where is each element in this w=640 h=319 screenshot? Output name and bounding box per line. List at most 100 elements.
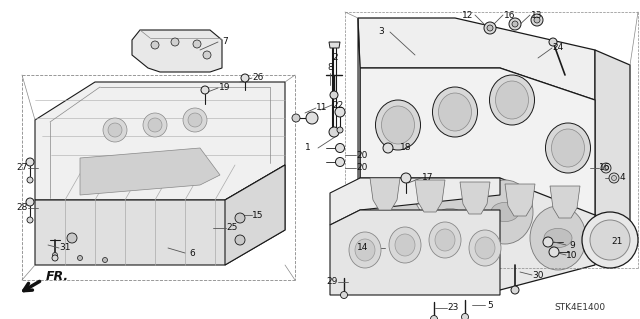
- Circle shape: [77, 256, 83, 261]
- Circle shape: [26, 198, 34, 206]
- Ellipse shape: [422, 186, 478, 250]
- Text: 31: 31: [60, 243, 71, 253]
- Text: 16: 16: [599, 164, 611, 173]
- Circle shape: [26, 158, 34, 166]
- Polygon shape: [370, 178, 400, 210]
- Text: 12: 12: [462, 11, 474, 19]
- Polygon shape: [360, 68, 595, 248]
- Circle shape: [193, 40, 201, 48]
- Circle shape: [201, 86, 209, 94]
- Circle shape: [383, 143, 393, 153]
- Ellipse shape: [382, 38, 404, 53]
- Text: 21: 21: [611, 238, 623, 247]
- Polygon shape: [460, 182, 490, 214]
- Ellipse shape: [477, 180, 533, 244]
- Ellipse shape: [454, 26, 476, 41]
- Circle shape: [611, 175, 616, 181]
- Text: 27: 27: [16, 164, 28, 173]
- Circle shape: [292, 114, 300, 122]
- Circle shape: [203, 51, 211, 59]
- Text: 13: 13: [531, 11, 543, 19]
- Text: 10: 10: [566, 250, 578, 259]
- Circle shape: [188, 113, 202, 127]
- Circle shape: [511, 286, 519, 294]
- Circle shape: [103, 118, 127, 142]
- Polygon shape: [360, 178, 595, 290]
- Text: 17: 17: [422, 174, 434, 182]
- Polygon shape: [329, 42, 340, 48]
- Text: 20: 20: [356, 164, 368, 173]
- Ellipse shape: [544, 228, 572, 248]
- Text: 22: 22: [332, 100, 344, 109]
- Circle shape: [235, 213, 245, 223]
- Circle shape: [306, 112, 318, 124]
- Circle shape: [329, 127, 339, 137]
- Ellipse shape: [545, 123, 591, 173]
- Text: 23: 23: [447, 303, 459, 313]
- Ellipse shape: [489, 50, 511, 65]
- Circle shape: [340, 292, 348, 299]
- Text: 1: 1: [305, 144, 311, 152]
- Ellipse shape: [381, 215, 409, 234]
- Circle shape: [461, 314, 468, 319]
- Ellipse shape: [419, 31, 441, 46]
- Ellipse shape: [469, 230, 501, 266]
- Ellipse shape: [376, 100, 420, 150]
- Circle shape: [102, 257, 108, 263]
- Circle shape: [609, 173, 619, 183]
- Circle shape: [582, 212, 638, 268]
- Circle shape: [512, 21, 518, 27]
- Circle shape: [241, 74, 249, 82]
- Text: 19: 19: [220, 84, 231, 93]
- Ellipse shape: [475, 237, 495, 259]
- Ellipse shape: [355, 239, 375, 261]
- Text: 30: 30: [532, 271, 544, 279]
- Text: 16: 16: [504, 11, 516, 19]
- Polygon shape: [505, 184, 535, 216]
- Ellipse shape: [552, 129, 584, 167]
- Circle shape: [330, 91, 338, 99]
- Polygon shape: [330, 178, 500, 225]
- Circle shape: [235, 235, 245, 245]
- Circle shape: [337, 127, 343, 133]
- Text: 4: 4: [619, 174, 625, 182]
- Text: 25: 25: [227, 224, 237, 233]
- Circle shape: [52, 253, 58, 257]
- Ellipse shape: [436, 208, 464, 227]
- Circle shape: [108, 123, 122, 137]
- Ellipse shape: [435, 229, 455, 251]
- Polygon shape: [225, 165, 285, 265]
- Ellipse shape: [484, 47, 516, 69]
- Ellipse shape: [414, 27, 446, 49]
- Circle shape: [335, 144, 344, 152]
- Ellipse shape: [530, 206, 586, 270]
- Text: 8: 8: [327, 63, 333, 72]
- Circle shape: [549, 247, 559, 257]
- Circle shape: [151, 41, 159, 49]
- Circle shape: [484, 22, 496, 34]
- Text: 2: 2: [332, 53, 338, 62]
- Polygon shape: [35, 82, 285, 200]
- Polygon shape: [330, 210, 500, 295]
- Ellipse shape: [381, 106, 415, 144]
- Circle shape: [148, 118, 162, 132]
- Ellipse shape: [438, 93, 472, 131]
- Text: 26: 26: [252, 73, 264, 83]
- Circle shape: [143, 113, 167, 137]
- Text: 3: 3: [378, 27, 384, 36]
- Circle shape: [590, 220, 630, 260]
- Polygon shape: [415, 180, 445, 212]
- Text: 28: 28: [16, 204, 28, 212]
- Circle shape: [543, 237, 553, 247]
- Circle shape: [601, 163, 611, 173]
- Polygon shape: [358, 18, 360, 248]
- Ellipse shape: [395, 234, 415, 256]
- Ellipse shape: [377, 34, 409, 56]
- Polygon shape: [80, 148, 220, 195]
- Text: 9: 9: [569, 241, 575, 249]
- Text: 11: 11: [316, 103, 328, 113]
- Text: 15: 15: [252, 211, 264, 219]
- Text: 24: 24: [552, 43, 564, 53]
- Ellipse shape: [389, 227, 421, 263]
- Ellipse shape: [449, 22, 481, 44]
